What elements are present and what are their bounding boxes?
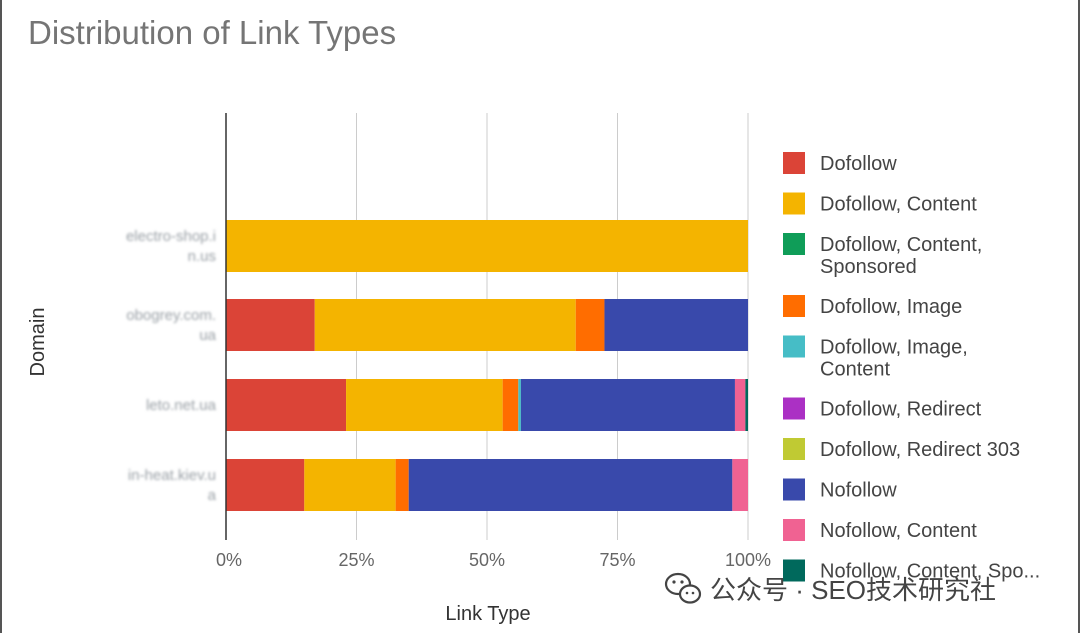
bar-segment	[604, 299, 748, 351]
x-tick-label: 0%	[216, 550, 242, 570]
wechat-icon	[664, 572, 702, 604]
legend-item[interactable]: Nofollow, Content	[783, 519, 977, 542]
bar-segment	[408, 459, 733, 511]
watermark: 公众号 · SEO技术研究社	[664, 572, 996, 605]
legend-item[interactable]: Dofollow	[783, 152, 897, 175]
legend-label: Nofollow, Content, Spo...	[820, 561, 1040, 583]
bar-segment	[520, 379, 735, 431]
legend-swatch	[783, 295, 805, 317]
legend-label: Nofollow	[820, 480, 897, 502]
domain-label: obogrey.com. ua	[126, 307, 216, 344]
legend-swatch	[783, 519, 805, 541]
legend-label: Dofollow, Image, Content	[820, 337, 968, 381]
bar-segment	[518, 379, 521, 431]
legend-label: Dofollow	[820, 153, 897, 175]
legend-label: Nofollow, Content	[820, 520, 977, 542]
y-axis-title: Domain	[27, 308, 49, 377]
bar-segment	[395, 459, 409, 511]
watermark-text: 公众号 · SEO技术研究社	[710, 575, 996, 605]
legend-item[interactable]: Dofollow, Image, Content	[783, 335, 968, 381]
legend-label: Dofollow, Content	[820, 194, 977, 216]
x-axis-title: Link Type	[445, 603, 530, 625]
bar-segment	[346, 379, 503, 431]
bar-segment	[745, 379, 748, 431]
x-tick-label: 100%	[725, 550, 771, 570]
bar-segment	[575, 299, 605, 351]
legend-label: Dofollow, Image	[820, 296, 962, 318]
x-tick-label: 25%	[338, 550, 374, 570]
bar-segment	[226, 379, 347, 431]
bar-segment	[226, 299, 315, 351]
legend-swatch	[783, 478, 805, 501]
x-tick-label: 75%	[599, 550, 635, 570]
bar-segment	[226, 459, 305, 511]
bar-segment	[314, 299, 576, 351]
legend-label: Dofollow, Content, Sponsored	[820, 234, 982, 278]
legend-swatch	[783, 397, 805, 420]
domain-label: leto.net.ua	[146, 397, 217, 414]
legend-label: Dofollow, Redirect	[820, 399, 982, 421]
legend-item[interactable]: Dofollow, Image	[783, 295, 962, 318]
legend-swatch	[783, 233, 805, 255]
legend-item[interactable]: Dofollow, Redirect 303	[783, 438, 1020, 461]
legend-item[interactable]: Dofollow, Redirect	[783, 397, 982, 421]
legend-swatch	[783, 335, 805, 358]
chart-title: Distribution of Link Types	[28, 14, 396, 51]
bar-segment	[226, 220, 748, 272]
domain-labels: electro-shop.i n.us obogrey.com. ua leto.net…	[126, 228, 217, 504]
legend[interactable]: Dofollow Dofollow, Content Dofollow, Conte…	[783, 152, 1040, 583]
bar-segment	[304, 459, 396, 511]
domain-label: electro-shop.i n.us	[126, 228, 216, 265]
bar-segment	[502, 379, 519, 431]
legend-item[interactable]: Dofollow, Content, Sponsored	[783, 233, 982, 278]
legend-swatch	[783, 192, 805, 215]
legend-item[interactable]: Nofollow, Content, Spo...	[783, 559, 1040, 583]
legend-swatch	[783, 438, 805, 460]
domain-label: in-heat.kiev.u a	[128, 467, 217, 504]
x-tick-label: 50%	[469, 550, 505, 570]
legend-swatch	[783, 559, 805, 582]
legend-item[interactable]: Nofollow	[783, 478, 897, 502]
bars	[226, 220, 748, 511]
legend-label: Dofollow, Redirect 303	[820, 439, 1020, 461]
legend-swatch	[783, 152, 805, 174]
x-tick-labels: 0% 25% 50% 75% 100%	[216, 550, 771, 570]
bar-segment	[734, 379, 746, 431]
legend-item[interactable]: Dofollow, Content	[783, 192, 977, 216]
bar-segment	[732, 459, 748, 511]
